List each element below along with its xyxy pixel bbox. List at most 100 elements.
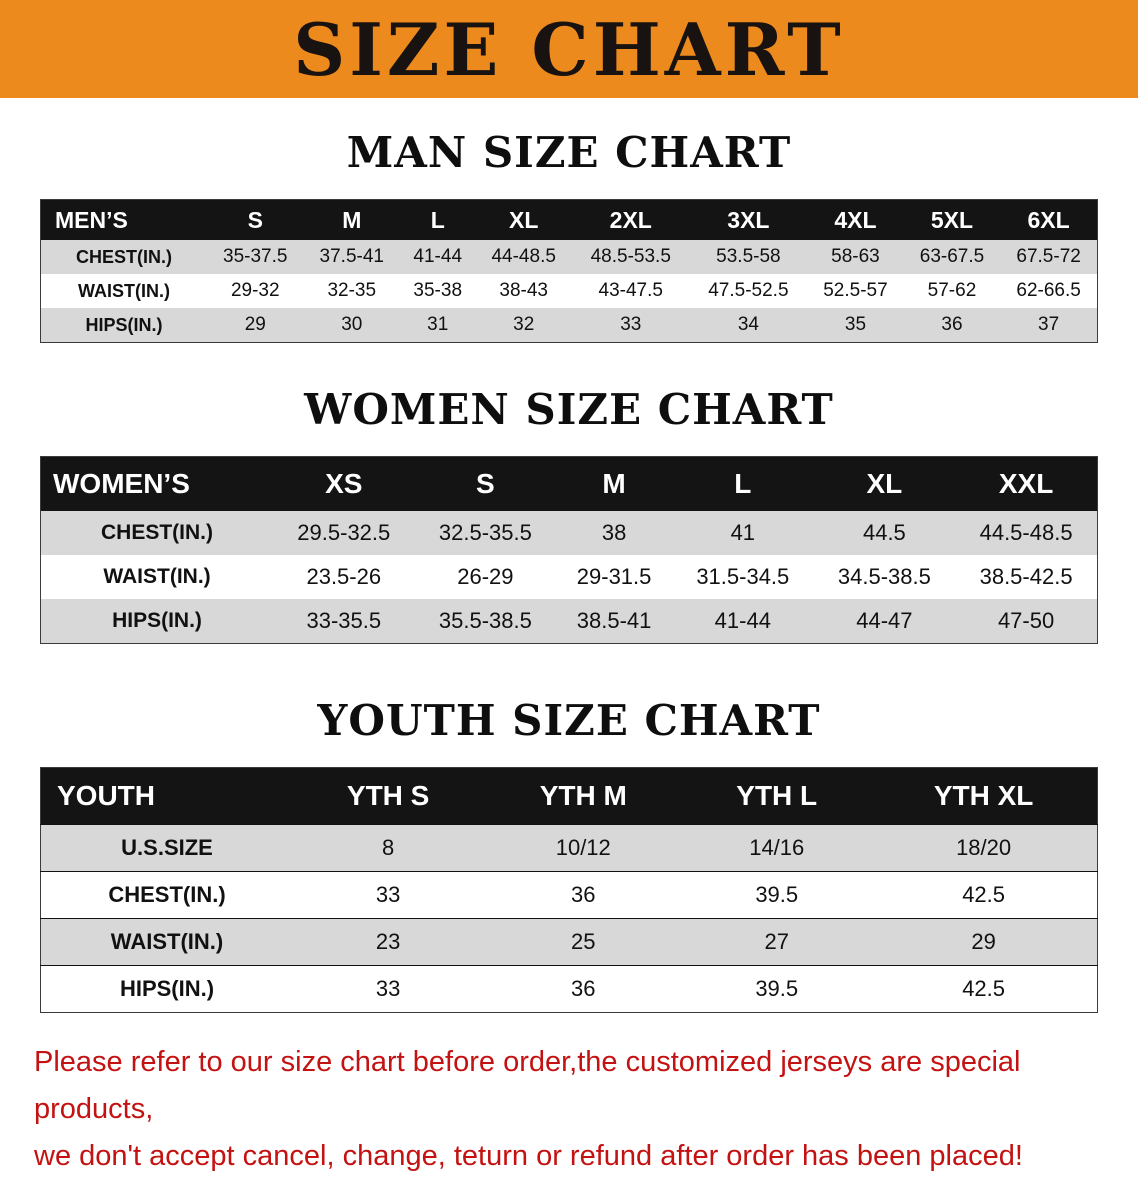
size-value: 29 xyxy=(244,314,266,335)
size-value: 62-66.5 xyxy=(1016,280,1081,301)
size-column-header: YTH M xyxy=(539,780,627,811)
women-size-section: WOMEN SIZE CHART WOMEN’S XS S M L XL XXL CHEST(… xyxy=(0,385,1138,644)
size-value: 36 xyxy=(941,314,963,335)
size-value: 44.5 xyxy=(862,520,906,545)
size-value: 33 xyxy=(293,965,484,1013)
size-value: 43-47.5 xyxy=(598,280,663,301)
size-value: 41-44 xyxy=(413,246,463,267)
page-title: SIZE CHART xyxy=(293,6,845,92)
table-header-row: MEN’S S M L XL 2XL 3XL 4XL 5XL 6XL xyxy=(40,199,1098,240)
size-value: 35-38 xyxy=(413,280,463,301)
size-value: 18/20 xyxy=(870,824,1098,872)
measurement-row: CHEST(IN.) 35-37.5 37.5-41 41-44 44-48.5 48.5… xyxy=(40,240,1098,274)
row-label: CHEST(IN.) xyxy=(40,871,293,919)
size-value: 33 xyxy=(620,314,642,335)
men-section-heading: MAN SIZE CHART xyxy=(346,128,792,177)
row-label: HIPS(IN.) xyxy=(112,609,202,632)
men-size-section: MAN SIZE CHART MEN’S S M L XL 2XL 3XL 4XL 5XL 6XL… xyxy=(0,128,1138,343)
size-value: 31 xyxy=(427,314,449,335)
youth-section-heading: YOUTH SIZE CHART xyxy=(317,696,821,745)
size-value: 47.5-52.5 xyxy=(708,280,789,301)
size-value: 30 xyxy=(341,314,363,335)
size-value: 44.5-48.5 xyxy=(979,520,1073,545)
size-value: 67.5-72 xyxy=(1016,246,1081,267)
size-value: 38-43 xyxy=(499,280,548,301)
row-label: U.S.SIZE xyxy=(40,824,293,872)
size-value: 34 xyxy=(737,314,759,335)
table-corner-label: MEN’S xyxy=(55,206,128,233)
size-value: 29.5-32.5 xyxy=(297,520,391,545)
size-value: 57-62 xyxy=(927,280,977,301)
row-label: CHEST(IN.) xyxy=(101,521,213,544)
size-value: 32.5-35.5 xyxy=(438,520,532,545)
size-value: 39.5 xyxy=(683,871,871,919)
size-column-header: XXL xyxy=(998,468,1054,499)
size-column-header: YTH S xyxy=(346,780,430,811)
size-value: 38.5-42.5 xyxy=(979,564,1073,589)
table-header-row: YOUTH YTH S YTH M YTH L YTH XL xyxy=(40,767,1098,825)
size-value: 35-37.5 xyxy=(223,246,288,267)
size-value: 26-29 xyxy=(457,564,514,589)
table-corner-label: YOUTH xyxy=(57,780,155,811)
measurement-row: U.S.SIZE 8 10/12 14/16 18/20 xyxy=(40,824,1098,872)
size-value: 36 xyxy=(483,965,684,1013)
size-column-header: XS xyxy=(325,468,363,499)
size-value: 44-47 xyxy=(856,608,913,633)
notice-line-1: Please refer to our size chart before or… xyxy=(34,1046,1021,1125)
size-column-header: XL xyxy=(509,206,539,233)
size-value: 63-67.5 xyxy=(919,246,985,267)
order-notice: Please refer to our size chart before or… xyxy=(34,1039,1114,1180)
measurement-row: WAIST(IN.) 29-32 32-35 35-38 38-43 43-47.5 47.… xyxy=(40,274,1098,308)
size-column-header: 5XL xyxy=(930,206,974,233)
size-value: 31.5-34.5 xyxy=(696,564,790,589)
row-label: HIPS(IN.) xyxy=(40,965,293,1013)
size-column-header: XL xyxy=(866,468,903,499)
measurement-row: WAIST(IN.) 23.5-26 26-29 29-31.5 31.5-34.5 34… xyxy=(40,555,1098,599)
size-column-header: S xyxy=(476,468,495,499)
size-value: 29-31.5 xyxy=(576,564,652,589)
size-value: 39.5 xyxy=(683,965,871,1013)
size-value: 36 xyxy=(483,871,684,919)
measurement-row: CHEST(IN.) 29.5-32.5 32.5-35.5 38 41 44.5 44.5… xyxy=(40,511,1098,555)
size-column-header: L xyxy=(734,468,752,499)
size-value: 37.5-41 xyxy=(319,246,384,267)
measurement-row: CHEST(IN.) 33 36 39.5 42.5 xyxy=(40,871,1098,919)
size-column-header: M xyxy=(342,206,362,233)
size-value: 48.5-53.5 xyxy=(590,246,671,267)
size-value: 41-44 xyxy=(714,608,771,633)
size-value: 29-32 xyxy=(230,280,280,301)
size-value: 42.5 xyxy=(870,871,1098,919)
row-label: WAIST(IN.) xyxy=(40,918,293,966)
size-column-header: 3XL xyxy=(727,206,770,233)
table-corner-label: WOMEN’S xyxy=(53,468,190,499)
women-section-heading: WOMEN SIZE CHART xyxy=(304,385,834,434)
measurement-row: HIPS(IN.) 29 30 31 32 33 34 35 36 37 xyxy=(40,308,1098,343)
size-value: 38.5-41 xyxy=(576,608,652,633)
size-value: 58-63 xyxy=(831,246,880,267)
row-label: CHEST(IN.) xyxy=(76,246,172,267)
women-size-table: WOMEN’S XS S M L XL XXL CHEST(IN.) 29.5-32.5 32.5… xyxy=(40,456,1098,644)
size-column-header: M xyxy=(602,468,626,499)
youth-size-section: YOUTH SIZE CHART YOUTH YTH S YTH M YTH L YTH… xyxy=(0,696,1138,1013)
size-value: 35 xyxy=(844,314,867,335)
row-label: WAIST(IN.) xyxy=(78,280,170,301)
size-column-header: YTH XL xyxy=(933,780,1034,811)
size-value: 35.5-38.5 xyxy=(438,608,532,633)
notice-line-2: we don't accept cancel, change, teturn o… xyxy=(34,1140,1023,1172)
size-value: 34.5-38.5 xyxy=(837,564,931,589)
size-value: 33 xyxy=(293,871,484,919)
measurement-row: WAIST(IN.) 23 25 27 29 xyxy=(40,918,1098,966)
size-column-header: S xyxy=(247,206,263,233)
size-column-header: 4XL xyxy=(834,206,877,233)
size-value: 23 xyxy=(293,918,484,966)
size-value: 32 xyxy=(513,314,535,335)
measurement-row: HIPS(IN.) 33 36 39.5 42.5 xyxy=(40,965,1098,1013)
size-value: 53.5-58 xyxy=(716,246,781,267)
size-value: 29 xyxy=(870,918,1098,966)
row-label: WAIST(IN.) xyxy=(103,565,211,588)
size-value: 32-35 xyxy=(327,280,377,301)
size-column-header: YTH L xyxy=(736,780,818,811)
table-header-row: WOMEN’S XS S M L XL XXL xyxy=(40,456,1098,511)
size-value: 8 xyxy=(293,824,484,872)
